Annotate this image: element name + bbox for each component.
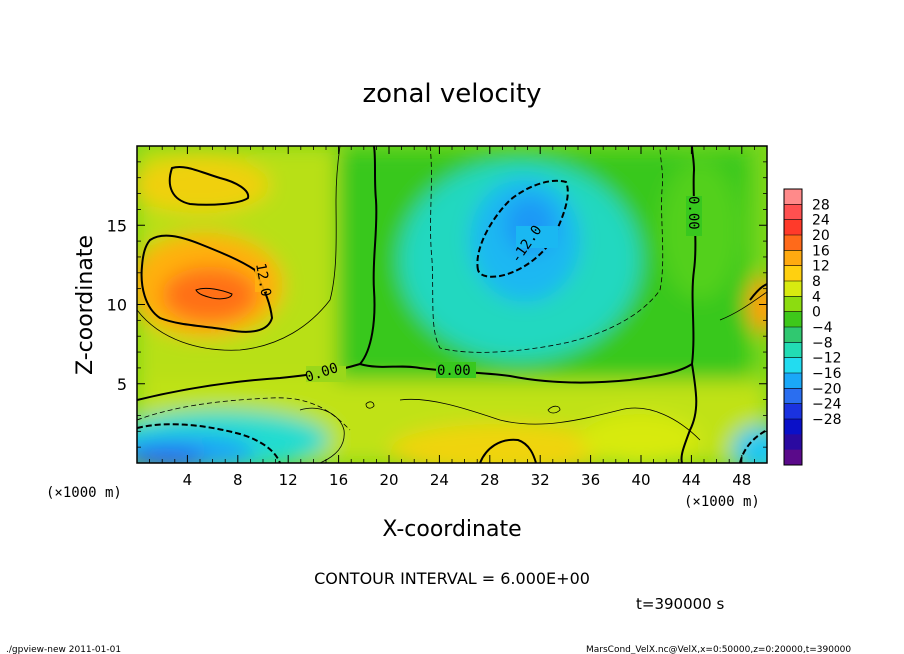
x-axis: 4 8 12 16 20 24 28 32 36 40 44 48 [149,146,755,489]
x-tick-label: 12 [279,471,298,489]
colorbar-segment [784,419,802,435]
colorbar-segment [784,327,802,343]
colorbar-tick-label: 16 [812,243,830,259]
colorbar-tick-label: −8 [812,335,833,351]
x-tick-label: 20 [379,471,398,489]
contour-interval: CONTOUR INTERVAL = 6.000E+00 [314,569,590,588]
x-tick-label: 4 [183,471,193,489]
colorbar-tick-label: 20 [812,228,830,244]
x-unit-right: (×1000 m) [684,494,760,510]
footer-right: MarsCond_VelX.nc@VelX,x=0:50000,z=0:2000… [586,645,851,654]
x-unit-left: (×1000 m) [46,485,122,501]
y-axis: 5 10 15 [107,161,767,448]
x-tick-label: 24 [430,471,449,489]
contour-label: 0.00 [685,196,701,230]
x-tick-label: 32 [531,471,550,489]
y-tick-label: 5 [117,375,127,394]
colorbar-tick-label: −4 [812,320,833,336]
colorbar-segment [784,342,802,359]
colorbar-segment [784,403,802,420]
colorbar-tick-label: 12 [812,259,830,275]
colorbar-segment [784,281,802,297]
colorbar-tick-label: −16 [812,366,842,382]
x-tick-label: 16 [329,471,348,489]
x-axis-title: X-coordinate [382,517,521,542]
contour-label: 0.00 [437,363,471,379]
x-tick-label: 40 [631,471,650,489]
x-tick-label: 36 [581,471,600,489]
colorbar-tick-label: 28 [812,197,830,213]
chart-title: zonal velocity [362,79,541,109]
colorbar-segment [784,373,802,389]
colorbar-tick-label: −28 [812,412,842,428]
colorbar-segment [784,235,802,251]
contour-label: 12.0 [252,262,274,298]
time-label: t=390000 s [636,595,724,613]
colorbar-segment [784,189,802,205]
colorbar-tick-label: −12 [812,351,842,367]
colorbar-segment [784,250,802,267]
colorbar-tick-label: 4 [812,289,821,305]
x-tick-label: 48 [732,471,751,489]
y-axis-title: Z-coordinate [73,235,98,375]
colorbar-segment [784,219,802,236]
colorbar-segment [784,204,802,221]
x-tick-label: 44 [682,471,701,489]
colorbar-segment [784,311,802,328]
x-tick-label: 8 [233,471,243,489]
colorbar-segment [784,449,802,466]
colorbar-segment [784,357,802,374]
colorbar-tick-label: 24 [812,213,830,229]
colorbar-tick-label: 8 [812,274,821,290]
colorbar-tick-label: −20 [812,381,842,397]
x-tick-label: 28 [480,471,499,489]
colorbar-segment [784,296,802,313]
footer-left: ./gpview-new 2011-01-01 [6,645,121,654]
colorbar-tick-label: −24 [812,397,842,413]
y-tick-label: 10 [107,296,127,315]
y-tick-label: 15 [107,216,127,235]
colorbar-tick-label: 0 [812,305,821,321]
colorbar-segment [784,265,802,282]
colorbar-segment [784,434,802,451]
colorbar-segment [784,388,802,405]
